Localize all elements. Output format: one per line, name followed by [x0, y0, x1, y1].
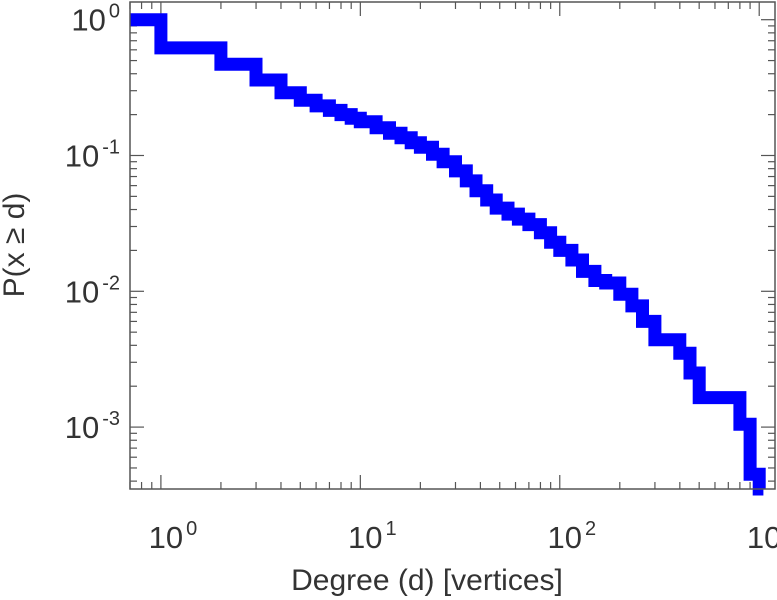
x-tick-labels: 100 101 102 103	[149, 518, 777, 555]
tick-marks	[129, 2, 775, 489]
y-tick-label: 10 -1	[65, 136, 120, 173]
series-layer	[130, 13, 766, 496]
y-axis-label: P(x ≥ d)	[0, 193, 31, 298]
y-tick-label: 10 -2	[65, 272, 120, 309]
y-tick-label: 10 0	[71, 1, 120, 38]
series-line-ccdf	[130, 13, 766, 496]
x-tick-label: 103	[747, 518, 777, 555]
x-tick-label: 10 1	[348, 518, 397, 555]
x-tick-label: 10 0	[149, 518, 198, 555]
plot-frame	[129, 1, 776, 490]
x-axis-label: Degree (d) [vertices]	[291, 564, 563, 597]
y-tick-label: 10 -3	[65, 408, 120, 445]
x-tick-label: 10 2	[547, 518, 596, 555]
